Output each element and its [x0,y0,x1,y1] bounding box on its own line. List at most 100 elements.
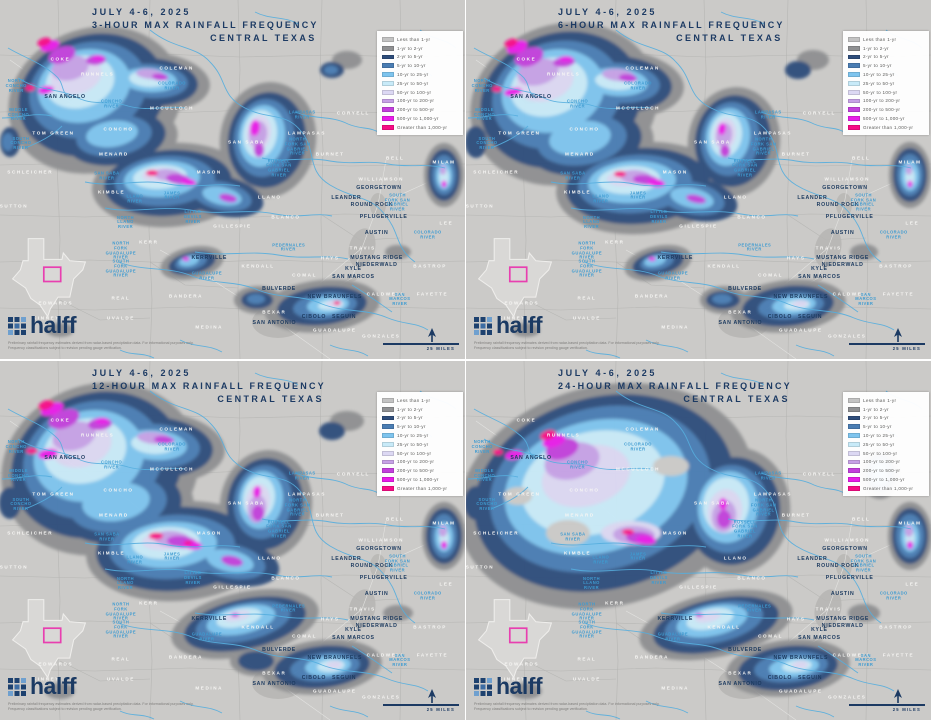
legend-swatch [382,459,394,465]
legend-label: 500-yr to 1,000-yr [397,477,439,483]
legend-swatch [848,433,860,438]
map-panel-12hr: COKE RUNNELS COLEMAN MCCULLOCH TOM GREEN CONC… [0,361,465,720]
map-title-region: CENTRAL TEXAS [217,394,324,404]
legend-row: 50-yr to 100-yr [382,449,459,458]
legend-label: 500-yr to 1,000-yr [397,116,439,122]
legend-swatch [382,45,394,51]
scale-bar-label: 25 MILES [426,707,455,712]
scale-bar: 25 MILES [849,328,927,351]
legend-swatch [848,45,860,51]
legend-swatch [848,54,860,60]
map-title: JULY 4-6, 2025 3-HOUR MAX RAINFALL FREQU… [92,7,319,43]
legend-swatch [382,98,394,104]
legend-row: Greater than 1,000-yr [848,123,925,132]
legend-row: 200-yr to 500-yr [382,466,459,475]
legend-row: 1-yr to 2-yr [848,44,925,53]
legend-row: 500-yr to 1,000-yr [382,475,459,484]
legend-label: 5-yr to 10-yr [397,63,426,69]
rainfall-raster-6hr [466,22,931,337]
fineprint-line2: Frequency classifications subject to rev… [8,707,122,712]
legend-label: 1-yr to 2-yr [397,45,423,51]
map-title-date: JULY 4-6, 2025 [92,368,191,378]
halff-logo: halff [7,673,77,700]
rainfall-raster-3hr [0,26,464,337]
scale-bar: 25 MILES [383,328,461,351]
legend-row: 200-yr to 500-yr [848,105,925,114]
legend-label: 50-yr to 100-yr [863,450,898,456]
legend-label: 50-yr to 100-yr [397,89,432,95]
legend-swatch [848,98,860,104]
legend-swatch [848,459,860,465]
map-title: JULY 4-6, 2025 6-HOUR MAX RAINFALL FREQU… [558,7,785,43]
rainfall-map-canvas-12hr [0,361,465,720]
legend-label: 5-yr to 10-yr [863,424,892,430]
legend-label: Greater than 1,000-yr [863,124,914,130]
scale-bar-label: 25 MILES [426,346,455,351]
legend-label: 25-yr to 50-yr [863,80,895,86]
legend-row: 5-yr to 10-yr [848,422,925,431]
legend-swatch [382,433,394,438]
map-title-heading: 24-HOUR MAX RAINFALL FREQUENCY [558,381,792,391]
scale-bar: 25 MILES [383,689,461,712]
legend-label: 10-yr to 25-yr [397,72,429,78]
legend-label: Less than 1-yr [863,397,897,403]
halff-logo-grid-icon [8,677,26,696]
legend-label: 2-yr to 5-yr [397,54,423,60]
legend-row: Greater than 1,000-yr [382,484,459,493]
legend-row: 1-yr to 2-yr [382,44,459,53]
legend-row: 25-yr to 50-yr [382,79,459,88]
legend-row: 5-yr to 10-yr [848,61,925,70]
legend-label: 1-yr to 2-yr [397,406,423,412]
rainfall-map-canvas-24hr [466,361,931,720]
legend-label: 1-yr to 2-yr [863,45,889,51]
legend-row: 2-yr to 5-yr [382,53,459,62]
legend-row: Greater than 1,000-yr [848,484,925,493]
fineprint-line2: Frequency classifications subject to rev… [474,346,588,351]
legend-swatch [382,485,394,491]
legend-row: Greater than 1,000-yr [382,123,459,132]
legend-label: 5-yr to 10-yr [863,63,892,69]
legend-swatch [382,116,394,121]
legend-swatch [382,398,394,403]
map-title: JULY 4-6, 2025 24-HOUR MAX RAINFALL FREQ… [558,368,792,404]
fineprint-line1: Preliminary rainfall frequency estimates… [8,341,194,345]
fineprint-line2: Frequency classifications subject to rev… [474,707,588,712]
legend-row: Less than 1-yr [848,396,925,405]
halff-logo: halff [7,312,77,339]
legend-label: 10-yr to 25-yr [397,433,429,439]
texas-inset-map [11,237,87,318]
legend-swatch [382,468,394,474]
legend-label: Less than 1-yr [397,397,431,403]
legend-row: 100-yr to 200-yr [382,458,459,467]
legend-swatch [382,80,394,86]
legend-swatch [382,107,394,113]
legend-label: 2-yr to 5-yr [863,415,889,421]
halff-logo-grid-icon [474,677,492,696]
map-title-heading: 6-HOUR MAX RAINFALL FREQUENCY [558,20,785,30]
rainfall-raster-24hr [466,382,931,699]
legend-row: 5-yr to 10-yr [382,61,459,70]
texas-inset-map [11,598,87,679]
legend-label: 1-yr to 2-yr [863,406,889,412]
halff-logo: halff [473,312,543,339]
legend-label: 25-yr to 50-yr [397,441,429,447]
legend-row: 50-yr to 100-yr [382,88,459,97]
scale-bar-label: 25 MILES [892,346,921,351]
map-title-heading: 3-HOUR MAX RAINFALL FREQUENCY [92,20,319,30]
fineprint-line2: Frequency classifications subject to rev… [8,346,122,351]
legend-row: 200-yr to 500-yr [382,105,459,114]
legend-swatch [382,124,394,130]
rainfall-raster-12hr [0,382,465,699]
map-title-region: CENTRAL TEXAS [676,33,783,43]
legend-label: 50-yr to 100-yr [863,89,898,95]
legend-row: 1-yr to 2-yr [848,405,925,414]
legend-swatch [848,80,860,86]
legend-row: 500-yr to 1,000-yr [848,475,925,484]
legend-row: 100-yr to 200-yr [848,458,925,467]
legend-swatch [848,124,860,130]
legend-row: Less than 1-yr [382,396,459,405]
map-title-date: JULY 4-6, 2025 [92,7,191,17]
legend-label: 200-yr to 500-yr [397,468,435,474]
legend-label: 200-yr to 500-yr [397,107,435,113]
